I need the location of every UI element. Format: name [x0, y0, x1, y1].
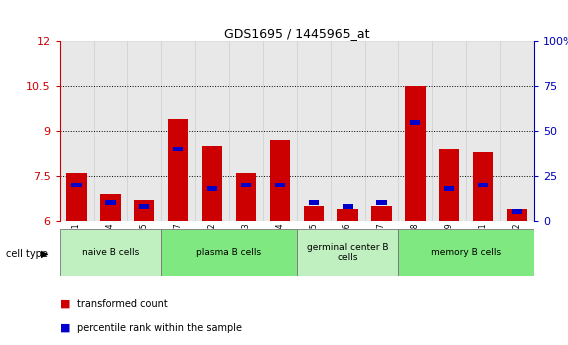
Bar — [343, 204, 353, 209]
Bar — [303, 206, 324, 221]
Bar — [139, 204, 149, 209]
Bar — [296, 229, 398, 276]
Text: ■: ■ — [60, 323, 70, 333]
Bar — [202, 146, 222, 221]
Bar — [398, 41, 432, 221]
Bar — [195, 41, 229, 221]
Bar — [161, 41, 195, 221]
Bar — [60, 229, 161, 276]
Bar — [101, 194, 120, 221]
Text: percentile rank within the sample: percentile rank within the sample — [77, 323, 241, 333]
Bar — [337, 209, 358, 221]
Bar — [405, 86, 425, 221]
Bar — [207, 186, 217, 191]
Text: naive B cells: naive B cells — [82, 248, 139, 257]
Title: GDS1695 / 1445965_at: GDS1695 / 1445965_at — [224, 27, 370, 40]
Bar — [60, 41, 94, 221]
Bar — [500, 41, 534, 221]
Bar — [466, 41, 500, 221]
Text: germinal center B
cells: germinal center B cells — [307, 243, 389, 263]
Bar — [127, 41, 161, 221]
Bar — [66, 173, 87, 221]
Bar — [398, 229, 534, 276]
Text: ▶: ▶ — [41, 249, 48, 258]
Bar — [229, 41, 263, 221]
Bar — [106, 200, 115, 205]
Bar — [507, 209, 527, 221]
Bar — [270, 140, 290, 221]
Bar — [365, 41, 398, 221]
Bar — [173, 147, 183, 151]
Bar — [263, 41, 296, 221]
Bar — [371, 206, 391, 221]
Bar — [439, 149, 460, 221]
Bar — [331, 41, 365, 221]
Text: plasma B cells: plasma B cells — [197, 248, 262, 257]
Text: cell type: cell type — [6, 249, 48, 258]
Bar — [241, 183, 251, 187]
Bar — [72, 183, 82, 187]
Text: ■: ■ — [60, 299, 70, 308]
Bar — [478, 183, 488, 187]
Bar — [308, 200, 319, 205]
Bar — [410, 120, 420, 125]
Text: memory B cells: memory B cells — [431, 248, 501, 257]
Bar — [161, 229, 296, 276]
Bar — [236, 173, 256, 221]
Bar — [168, 119, 189, 221]
Bar — [377, 200, 387, 205]
Bar — [94, 41, 127, 221]
Bar — [473, 152, 493, 221]
Bar — [296, 41, 331, 221]
Bar — [432, 41, 466, 221]
Bar — [134, 200, 154, 221]
Text: transformed count: transformed count — [77, 299, 168, 308]
Bar — [512, 209, 522, 214]
Bar — [444, 186, 454, 191]
Bar — [275, 183, 285, 187]
